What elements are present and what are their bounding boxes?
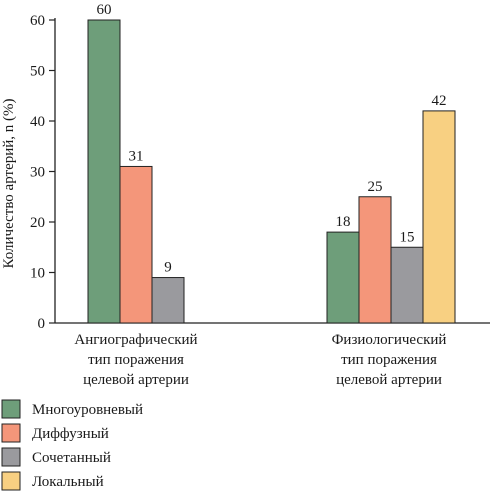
bar-value-label: 15 [400,229,415,245]
bar-1-1 [358,196,392,324]
bars [87,19,456,324]
legend-swatch [1,423,21,443]
legend-swatch [1,399,21,419]
legend-label: Многоуровневый [32,402,143,418]
bar-0-0 [87,19,121,324]
y-tick-label: 20 [30,215,45,231]
bar-value-label: 9 [164,260,172,276]
y-tick-label: 50 [30,64,45,80]
y-tick-label: 10 [30,266,45,282]
y-tick-label: 0 [38,316,46,332]
bar-1-3 [422,110,456,324]
legend-label: Локальный [32,474,104,490]
y-tick-label: 30 [30,165,45,181]
y-tick-label: 60 [30,13,45,29]
bar-value-label: 25 [368,179,383,195]
legend-label: Сочетанный [32,450,111,466]
x-category-label: целевой артерии [83,372,189,388]
bar-1-2 [390,246,424,324]
bar-value-label: 42 [432,93,447,109]
y-tick-label: 40 [30,114,45,130]
bar-value-label: 60 [97,2,112,18]
bar-0-1 [119,165,153,324]
x-category-label: тип поражения [88,352,184,368]
legend: Многоуровневый Диффузный Сочетанный Локальн… [1,399,143,491]
bar-0-2 [151,277,185,324]
bar-1-0 [326,231,360,324]
x-category-label: целевой артерии [336,372,442,388]
bar-value-label: 18 [336,214,351,230]
x-category-label: тип поражения [341,352,437,368]
legend-label: Диффузный [32,426,109,442]
bar-value-label: 31 [129,148,144,164]
legend-swatch [1,447,21,467]
x-category-label: Физиологический [332,332,447,348]
x-category-label: Ангиографический [74,332,197,348]
labels: 60 31 9 18 25 15 42 Ангиографический тип поражен… [74,2,446,388]
legend-swatch [1,471,21,491]
y-axis-title: Количество артерий, n (%) [1,98,17,268]
